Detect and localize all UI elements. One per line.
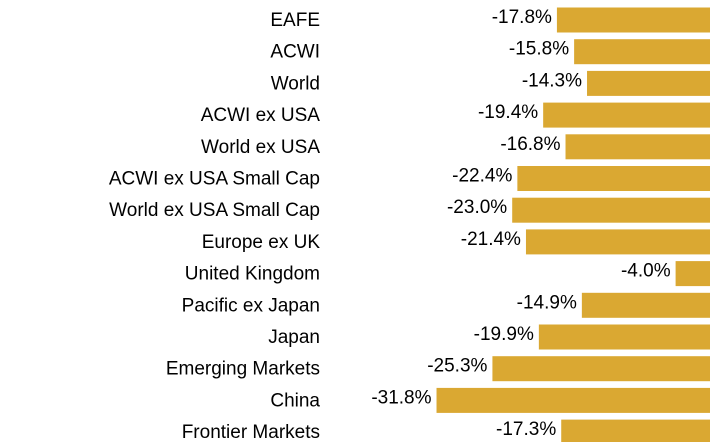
value-label: -23.0% [447, 197, 507, 218]
bar [587, 70, 710, 96]
value-label: -4.0% [621, 261, 671, 282]
category-label: Europe ex UK [202, 232, 321, 253]
bar [538, 324, 710, 350]
value-label: -19.4% [478, 102, 538, 123]
category-label: United Kingdom [185, 264, 320, 285]
value-label: -16.8% [500, 134, 560, 155]
value-label: -31.8% [371, 387, 431, 408]
category-label: World [271, 73, 320, 94]
value-label: -21.4% [461, 229, 521, 250]
category-label: China [270, 390, 320, 411]
bar [574, 39, 710, 65]
value-label: -19.9% [474, 324, 534, 345]
value-label: -17.3% [496, 419, 556, 440]
bar [556, 7, 710, 33]
category-label: World ex USA Small Cap [109, 200, 320, 221]
category-label: Pacific ex Japan [182, 295, 320, 316]
category-label: ACWI ex USA Small Cap [109, 169, 320, 190]
bar [565, 134, 710, 160]
value-label: -25.3% [427, 356, 487, 377]
bar [561, 419, 710, 442]
bar [581, 292, 710, 318]
category-label: ACWI ex USA [201, 105, 321, 126]
category-label: Frontier Markets [182, 422, 320, 442]
category-label: Emerging Markets [166, 359, 320, 380]
bar [675, 261, 710, 287]
value-label: -22.4% [452, 166, 512, 187]
category-label: ACWI [270, 42, 320, 63]
bar [517, 166, 710, 191]
bar [492, 356, 710, 382]
value-label: -14.3% [522, 70, 582, 91]
bar [436, 387, 710, 413]
bar [525, 229, 710, 255]
category-label: Japan [268, 327, 320, 348]
value-label: -17.8% [492, 7, 552, 28]
value-label: -14.9% [517, 292, 577, 313]
value-label: -15.8% [509, 39, 569, 60]
bar [512, 197, 710, 223]
category-label: World ex USA [201, 137, 320, 158]
bar [543, 102, 710, 128]
category-label: EAFE [270, 10, 320, 31]
